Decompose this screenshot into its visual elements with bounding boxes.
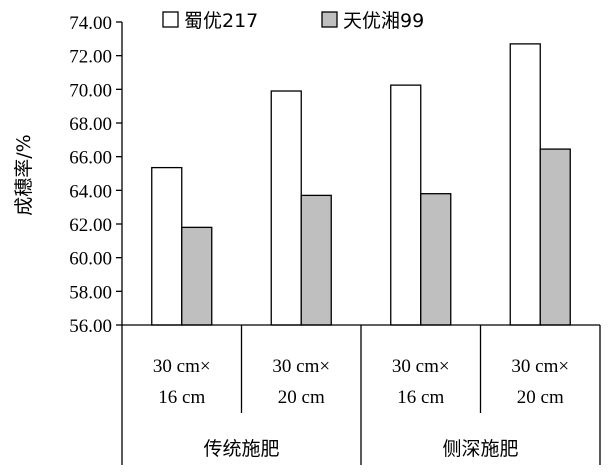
x-category-label: 30 cm× <box>511 356 569 377</box>
bar <box>539 148 571 326</box>
bar <box>151 166 183 326</box>
x-category-label: 20 cm <box>278 387 325 408</box>
legend-swatch <box>321 11 338 28</box>
bar <box>181 226 213 326</box>
x-category-label: 16 cm <box>397 387 444 408</box>
bars <box>151 43 571 326</box>
bar <box>420 193 452 326</box>
x-category-label: 16 cm <box>158 387 205 408</box>
y-axis: 56.00 58.00 60.00 62.00 64.00 66.00 68.00 70.00… <box>69 13 123 465</box>
bar <box>300 194 332 326</box>
bar <box>390 84 422 326</box>
y-tick-label: 72.00 <box>69 47 112 68</box>
y-axis-label: 成穗率/% <box>13 134 35 215</box>
x-category-label: 30 cm× <box>392 356 450 377</box>
y-tick-label: 56.00 <box>69 316 112 337</box>
y-tick-label: 62.00 <box>69 215 112 236</box>
x-group-label: 侧深施肥 <box>442 438 518 460</box>
y-tick-label: 60.00 <box>69 249 112 270</box>
x-category-label: 30 cm× <box>153 356 211 377</box>
x-category-label: 20 cm <box>517 387 564 408</box>
y-tick-label: 64.00 <box>69 181 112 202</box>
x-axis: 30 cm× 16 cm 30 cm× 20 cm 30 cm× 16 cm 30 cm× 2… <box>122 324 601 465</box>
bar <box>270 90 302 326</box>
y-tick-label: 70.00 <box>69 80 112 101</box>
legend-swatch <box>162 11 179 28</box>
legend-label: 蜀优217 <box>184 10 258 32</box>
y-tick-label: 66.00 <box>69 148 112 169</box>
y-tick-label: 74.00 <box>69 13 112 34</box>
legend: 蜀优217 天优湘99 <box>162 10 424 32</box>
x-group-label: 传统施肥 <box>203 438 279 460</box>
y-tick-label: 58.00 <box>69 282 112 303</box>
legend-label: 天优湘99 <box>343 10 424 32</box>
bar <box>509 43 541 326</box>
x-category-label: 30 cm× <box>272 356 330 377</box>
y-tick-label: 68.00 <box>69 114 112 135</box>
